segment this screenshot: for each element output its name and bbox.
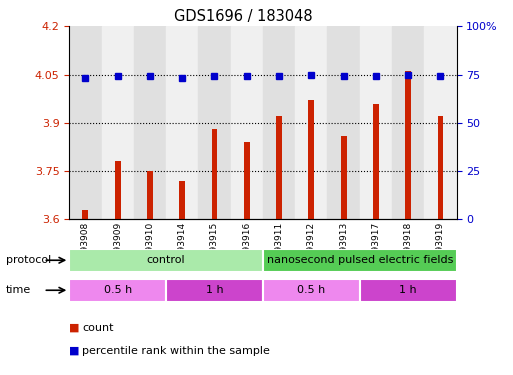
Bar	[424, 26, 457, 219]
Text: percentile rank within the sample: percentile rank within the sample	[82, 346, 270, 355]
Bar	[276, 116, 282, 219]
Bar	[211, 129, 218, 219]
Bar	[263, 26, 295, 219]
Bar	[405, 71, 411, 219]
Text: 0.5 h: 0.5 h	[297, 285, 325, 295]
Bar	[69, 249, 263, 272]
Text: time: time	[6, 285, 31, 295]
Bar	[438, 116, 443, 219]
Bar	[69, 26, 102, 219]
Text: control: control	[147, 255, 185, 265]
Text: nanosecond pulsed electric fields: nanosecond pulsed electric fields	[267, 255, 453, 265]
Text: 1 h: 1 h	[399, 285, 417, 295]
Text: count: count	[82, 323, 113, 333]
Bar	[244, 142, 250, 219]
Text: ■: ■	[69, 346, 80, 355]
Bar	[134, 26, 166, 219]
Bar	[102, 26, 134, 219]
Bar	[166, 26, 199, 219]
Bar	[231, 26, 263, 219]
Bar	[115, 162, 121, 219]
Text: 0.5 h: 0.5 h	[104, 285, 132, 295]
Bar	[83, 210, 88, 219]
Bar	[360, 279, 457, 302]
Bar	[263, 249, 457, 272]
Text: ■: ■	[69, 323, 80, 333]
Bar	[295, 26, 327, 219]
Bar	[166, 279, 263, 302]
Bar	[180, 181, 185, 219]
Bar	[199, 26, 231, 219]
Bar	[263, 279, 360, 302]
Bar	[69, 279, 166, 302]
Bar	[360, 26, 392, 219]
Bar	[147, 171, 153, 219]
Bar	[327, 26, 360, 219]
Title: GDS1696 / 183048: GDS1696 / 183048	[174, 9, 313, 24]
Text: 1 h: 1 h	[206, 285, 223, 295]
Bar	[373, 104, 379, 219]
Text: protocol: protocol	[6, 255, 51, 265]
Bar	[308, 100, 314, 219]
Bar	[392, 26, 424, 219]
Bar	[341, 136, 346, 219]
